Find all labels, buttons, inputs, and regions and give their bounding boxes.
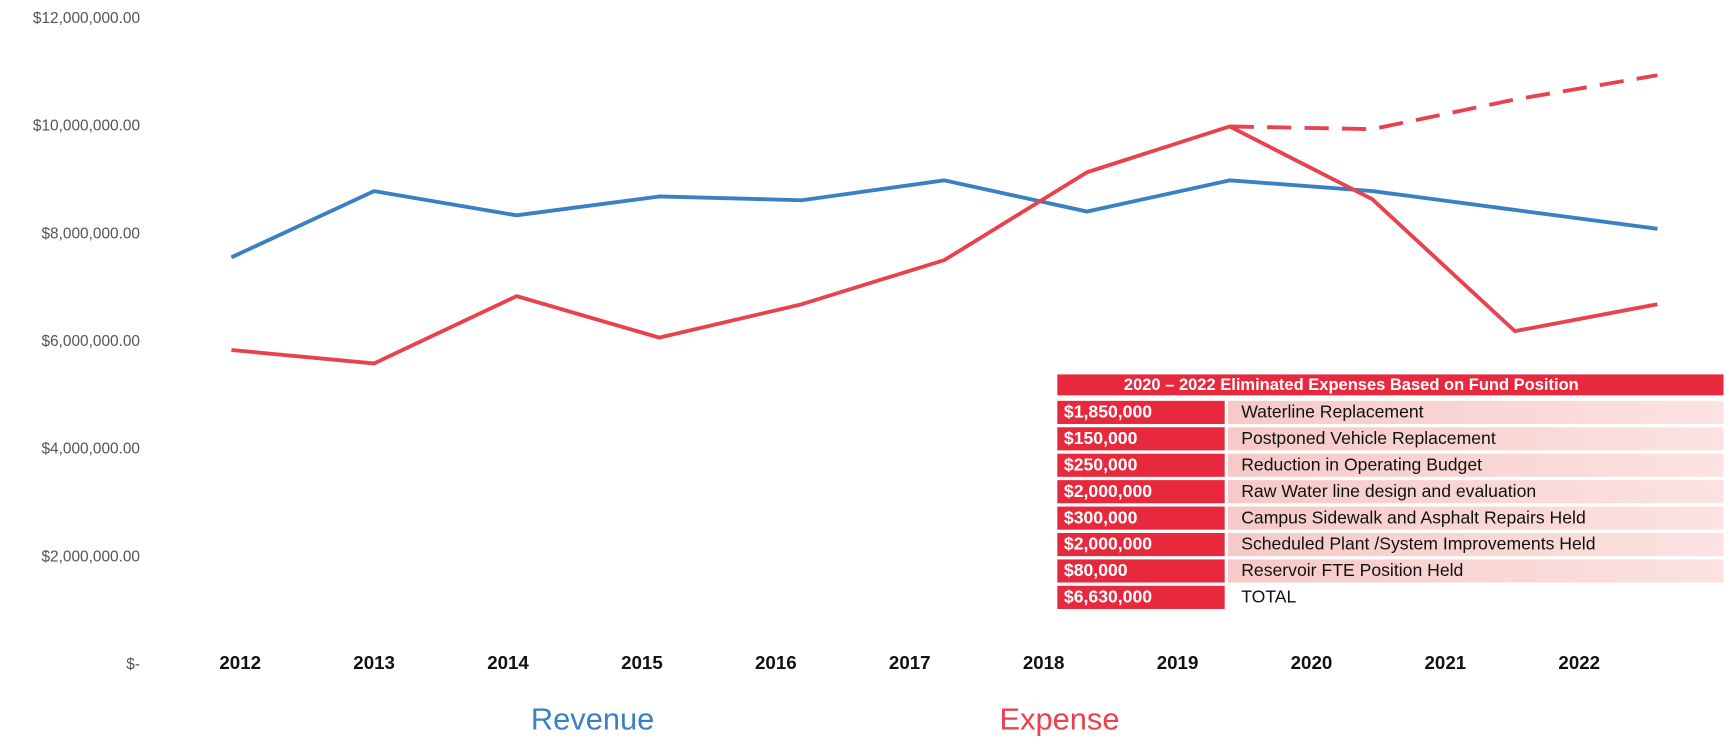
x-tick-label: 2012 <box>219 652 261 673</box>
series-line <box>230 178 1658 260</box>
amount-text: $80,000 <box>1064 560 1128 580</box>
y-tick-label: $10,000,000.00 <box>33 118 140 135</box>
amount-text: $2,000,000 <box>1064 481 1152 501</box>
x-tick-label: 2022 <box>1558 652 1600 673</box>
amount-text: $150,000 <box>1064 428 1138 448</box>
amount-text: $250,000 <box>1064 454 1138 474</box>
y-tick-label: $8,000,000.00 <box>41 225 140 242</box>
amount-cell <box>1057 427 1225 451</box>
amount-text: $1,850,000 <box>1064 402 1152 422</box>
legend-label: Expense <box>1000 701 1120 736</box>
series-line <box>231 124 1658 366</box>
amount-text: $2,000,000 <box>1064 534 1152 554</box>
amount-cell <box>1057 532 1225 557</box>
series-line <box>1229 73 1658 132</box>
desc-text: Raw Water line design and evaluation <box>1241 481 1536 501</box>
desc-text: Campus Sidewalk and Asphalt Repairs Held <box>1241 507 1586 527</box>
desc-cell <box>1227 400 1724 424</box>
desc-cell <box>1227 532 1724 557</box>
desc-cell <box>1227 427 1724 451</box>
amount-cell <box>1057 506 1225 530</box>
y-tick-label: $4,000,000.00 <box>41 441 140 458</box>
desc-cell <box>1227 559 1724 583</box>
desc-text: Scheduled Plant /System Improvements Hel… <box>1241 534 1595 554</box>
y-tick-label: $12,000,000.00 <box>33 10 140 27</box>
y-tick-label: $6,000,000.00 <box>41 333 140 350</box>
amount-cell <box>1057 400 1225 424</box>
desc-cell <box>1227 480 1724 504</box>
x-tick-label: 2019 <box>1157 652 1199 673</box>
desc-text: Waterline Replacement <box>1241 402 1423 422</box>
x-tick-label: 2016 <box>755 652 797 673</box>
desc-cell <box>1227 506 1724 530</box>
desc-text: Reduction in Operating Budget <box>1241 454 1482 474</box>
x-tick-label: 2018 <box>1023 652 1065 673</box>
desc-cell <box>1227 585 1724 609</box>
amount-text: $6,630,000 <box>1064 587 1152 607</box>
desc-text: Postponed Vehicle Replacement <box>1241 428 1496 448</box>
x-tick-label: 2013 <box>353 652 395 673</box>
amount-cell <box>1057 559 1225 583</box>
x-tick-label: 2014 <box>487 652 529 673</box>
desc-text: Reservoir FTE Position Held <box>1241 560 1463 580</box>
table-title: 2020 – 2022 Eliminated Expenses Based on… <box>1124 376 1579 394</box>
desc-text: TOTAL <box>1241 587 1296 607</box>
x-tick-label: 2020 <box>1291 652 1333 673</box>
amount-cell <box>1057 480 1225 504</box>
x-tick-label: 2021 <box>1425 652 1467 673</box>
amount-cell <box>1057 585 1225 609</box>
y-tick-label: $2,000,000.00 <box>41 548 140 565</box>
table-title-bg <box>1057 374 1724 396</box>
amount-cell <box>1057 453 1225 477</box>
amount-text: $300,000 <box>1064 507 1138 527</box>
y-tick-label: $- <box>126 656 140 673</box>
x-tick-label: 2015 <box>621 652 663 673</box>
desc-cell <box>1227 453 1724 477</box>
x-tick-label: 2017 <box>889 652 931 673</box>
legend-label: Revenue <box>531 701 654 736</box>
